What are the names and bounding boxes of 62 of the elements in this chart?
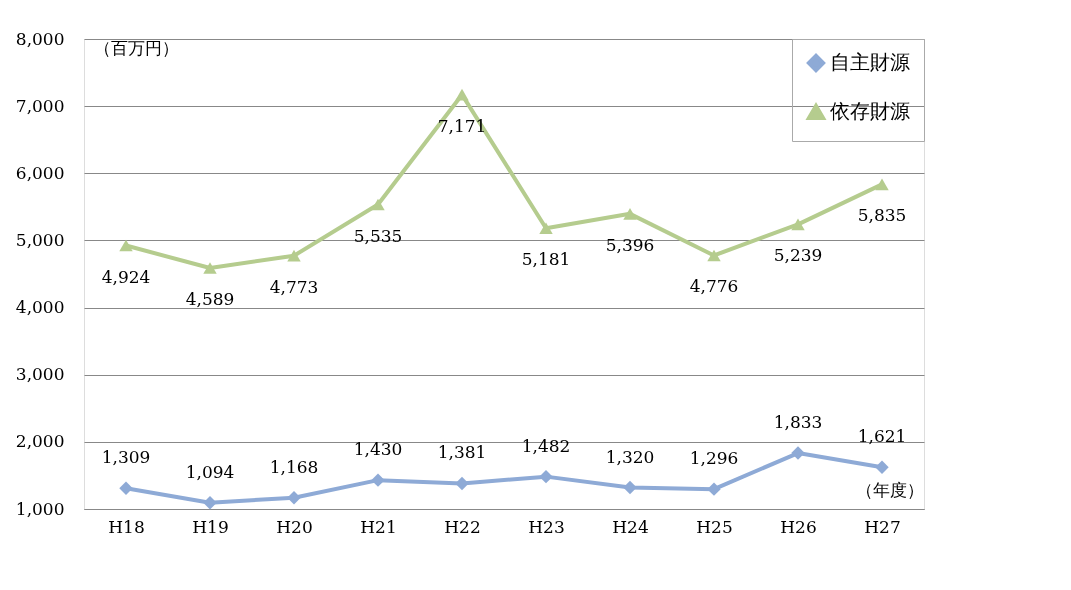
data-label: 5,239 bbox=[773, 245, 823, 266]
point bbox=[287, 249, 301, 262]
point bbox=[371, 473, 385, 487]
data-label: 7,171 bbox=[437, 115, 487, 136]
data-label: 4,773 bbox=[269, 276, 319, 297]
x-axis-title: （年度） bbox=[856, 480, 924, 500]
data-label: 5,396 bbox=[605, 234, 655, 255]
data-label: 1,381 bbox=[437, 442, 487, 463]
data-label: 4,776 bbox=[689, 276, 739, 297]
point bbox=[287, 491, 301, 505]
data-label: 5,835 bbox=[857, 205, 907, 226]
point bbox=[875, 460, 889, 475]
point bbox=[875, 178, 889, 191]
x-tick-label: H21 bbox=[360, 516, 397, 537]
data-label: 5,535 bbox=[353, 225, 403, 246]
point bbox=[455, 476, 469, 491]
point bbox=[203, 262, 217, 274]
x-tick-label: H24 bbox=[612, 516, 649, 537]
legend-label: 自主財源 bbox=[830, 50, 910, 74]
data-label: 1,094 bbox=[185, 461, 235, 482]
point bbox=[119, 481, 133, 495]
data-label: 1,430 bbox=[353, 439, 403, 460]
point bbox=[623, 480, 637, 495]
x-tick-label: H26 bbox=[780, 516, 817, 537]
y-tick-label: 5,000 bbox=[15, 229, 65, 250]
legend-label: 依存財源 bbox=[830, 99, 910, 123]
x-tick-label: H19 bbox=[192, 516, 229, 537]
data-label: 5,181 bbox=[521, 249, 571, 270]
point bbox=[791, 446, 805, 460]
data-label: 1,320 bbox=[605, 446, 655, 467]
y-tick-label: 1,000 bbox=[15, 498, 65, 519]
point bbox=[539, 222, 553, 235]
point bbox=[539, 469, 553, 484]
x-tick-label: H25 bbox=[696, 516, 733, 537]
data-label: 4,589 bbox=[185, 289, 235, 310]
point bbox=[455, 88, 469, 101]
point bbox=[119, 239, 133, 252]
data-label: 1,621 bbox=[857, 426, 907, 447]
y-tick-label: 6,000 bbox=[15, 162, 65, 183]
data-label: 1,296 bbox=[689, 448, 739, 469]
point bbox=[203, 495, 217, 510]
point bbox=[371, 198, 385, 211]
y-tick-label: 3,000 bbox=[15, 364, 65, 385]
data-label: 1,309 bbox=[101, 447, 151, 468]
y-tick-label: 8,000 bbox=[15, 28, 65, 49]
y-axis-title: （百万円） bbox=[94, 38, 179, 58]
x-tick-label: H18 bbox=[108, 516, 145, 537]
y-tick-label: 2,000 bbox=[15, 431, 65, 452]
x-tick-label: H23 bbox=[528, 516, 565, 537]
point bbox=[707, 249, 721, 262]
data-label: 4,924 bbox=[101, 266, 151, 287]
x-tick-label: H27 bbox=[864, 516, 901, 537]
y-tick-label: 7,000 bbox=[15, 95, 65, 116]
point bbox=[791, 218, 805, 231]
x-tick-label: H20 bbox=[276, 516, 313, 537]
point bbox=[623, 208, 637, 220]
x-tick-label: H22 bbox=[444, 516, 481, 537]
y-tick-label: 4,000 bbox=[15, 297, 65, 318]
data-label: 1,168 bbox=[269, 456, 319, 477]
point bbox=[707, 482, 721, 496]
data-label: 1,833 bbox=[773, 412, 823, 433]
data-label: 1,482 bbox=[521, 435, 571, 456]
